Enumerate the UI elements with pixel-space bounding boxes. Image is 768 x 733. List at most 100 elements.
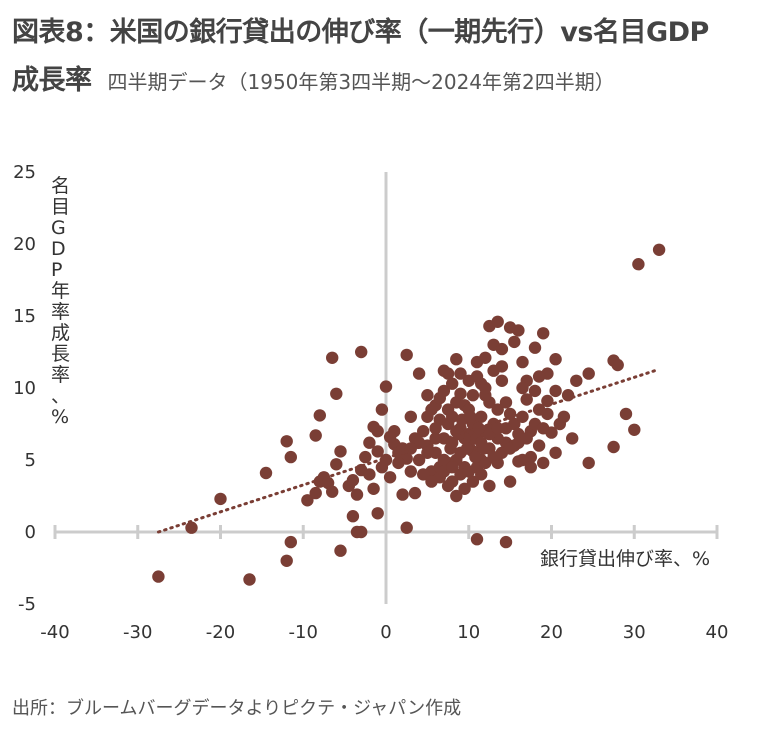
y-tick-label: -5 bbox=[18, 594, 36, 615]
scatter-chart: -40 -30 -20 -10 0 10 20 30 40 -5 0 5 10 15 20 25 銀行貸出伸… bbox=[13, 162, 729, 643]
scatter-point bbox=[421, 389, 434, 402]
chart-subtitle: 四半期データ（1950年第3四半期～2024年第2四半期） bbox=[107, 70, 615, 94]
y-axis-tick-labels: -5 0 5 10 15 20 25 bbox=[13, 162, 36, 615]
scatter-point bbox=[537, 456, 550, 470]
scatter-point bbox=[524, 461, 537, 474]
scatter-point bbox=[528, 384, 542, 398]
y-tick-label: 20 bbox=[13, 234, 36, 255]
scatter-point bbox=[284, 535, 297, 549]
scatter-point bbox=[491, 315, 504, 328]
chart-title-continued: 成長率 bbox=[12, 65, 92, 96]
scatter-point bbox=[330, 387, 343, 400]
scatter-point bbox=[330, 458, 343, 471]
scatter-point bbox=[346, 510, 360, 523]
scatter-point bbox=[495, 360, 509, 373]
scatter-point bbox=[499, 396, 513, 409]
y-tick-label: 5 bbox=[25, 450, 36, 471]
scatter-point bbox=[371, 445, 384, 458]
scatter-point bbox=[417, 468, 430, 481]
scatter-point bbox=[444, 442, 457, 455]
scatter-point bbox=[561, 389, 575, 402]
scatter-point bbox=[464, 410, 477, 423]
scatter-points bbox=[152, 243, 666, 586]
scatter-point bbox=[454, 367, 467, 380]
scatter-point bbox=[309, 486, 322, 500]
scatter-point bbox=[425, 475, 438, 488]
chart-title-line2: 成長率 四半期データ（1950年第3四半期～2024年第2四半期） bbox=[12, 58, 615, 97]
scatter-point bbox=[441, 479, 455, 493]
scatter-point bbox=[350, 488, 364, 501]
y-tick-label: 15 bbox=[13, 306, 36, 327]
scatter-point bbox=[628, 423, 641, 436]
scatter-point bbox=[421, 446, 434, 459]
scatter-point bbox=[214, 492, 227, 506]
scatter-point bbox=[355, 345, 368, 359]
source-note: 出所：ブルームバーグデータよりピクテ・ジャパン作成 bbox=[12, 698, 462, 719]
scatter-point bbox=[346, 474, 360, 487]
scatter-point bbox=[301, 494, 314, 507]
x-tick-label: 10 bbox=[457, 622, 480, 643]
scatter-point bbox=[466, 389, 480, 402]
scatter-point bbox=[619, 407, 633, 421]
scatter-point bbox=[512, 324, 525, 337]
scatter-point bbox=[412, 453, 426, 467]
x-tick-label: 40 bbox=[706, 622, 729, 643]
scatter-point bbox=[520, 432, 533, 445]
scatter-point bbox=[516, 381, 529, 395]
scatter-point bbox=[483, 479, 496, 493]
scatter-point bbox=[367, 420, 380, 434]
scatter-point bbox=[479, 381, 492, 395]
scatter-point bbox=[557, 410, 571, 423]
scatter-point bbox=[491, 422, 504, 435]
scatter-point bbox=[541, 407, 554, 421]
scatter-point bbox=[466, 475, 480, 488]
scatter-point bbox=[652, 243, 666, 256]
y-axis-label: 名目 G D P 年率成長率、% bbox=[51, 175, 70, 428]
x-tick-label: 30 bbox=[623, 622, 646, 643]
y-tick-label: 0 bbox=[25, 522, 36, 543]
scatter-point bbox=[437, 384, 451, 398]
scatter-point bbox=[516, 355, 529, 369]
x-tick-label: 0 bbox=[380, 622, 391, 643]
scatter-point bbox=[499, 535, 513, 549]
scatter-point bbox=[259, 466, 273, 480]
scatter-point bbox=[437, 453, 451, 467]
scatter-point bbox=[243, 573, 256, 586]
scatter-point bbox=[470, 370, 484, 383]
x-axis-ticks bbox=[53, 525, 719, 539]
scatter-point bbox=[450, 489, 463, 503]
scatter-point bbox=[516, 453, 529, 467]
scatter-point bbox=[313, 409, 326, 422]
scatter-point bbox=[508, 335, 521, 349]
scatter-point bbox=[450, 353, 463, 366]
scatter-point bbox=[379, 380, 393, 393]
scatter-point bbox=[383, 430, 397, 444]
scatter-point bbox=[495, 374, 509, 387]
scatter-point bbox=[392, 456, 405, 470]
scatter-point bbox=[503, 475, 517, 488]
y-tick-label: 10 bbox=[13, 378, 36, 399]
scatter-point bbox=[477, 442, 490, 455]
scatter-point bbox=[582, 456, 595, 470]
x-tick-label: -30 bbox=[123, 622, 152, 643]
scatter-point bbox=[363, 436, 376, 449]
scatter-point bbox=[549, 384, 562, 398]
scatter-point bbox=[537, 422, 550, 435]
scatter-point bbox=[611, 358, 624, 372]
scatter-point bbox=[582, 367, 595, 380]
scatter-point bbox=[491, 403, 504, 416]
scatter-point bbox=[334, 544, 347, 557]
x-tick-label: 20 bbox=[540, 622, 563, 643]
scatter-point bbox=[284, 450, 297, 464]
scatter-point bbox=[326, 485, 339, 498]
scatter-point bbox=[570, 374, 583, 387]
scatter-point bbox=[532, 370, 546, 383]
x-axis-label: 銀行貸出伸び率、% bbox=[540, 548, 710, 570]
x-tick-label: -10 bbox=[289, 622, 318, 643]
scatter-point bbox=[396, 488, 409, 501]
scatter-point bbox=[383, 471, 397, 484]
scatter-point bbox=[280, 554, 293, 567]
scatter-point bbox=[441, 367, 455, 380]
scatter-point bbox=[400, 348, 413, 362]
scatter-point bbox=[446, 461, 459, 474]
